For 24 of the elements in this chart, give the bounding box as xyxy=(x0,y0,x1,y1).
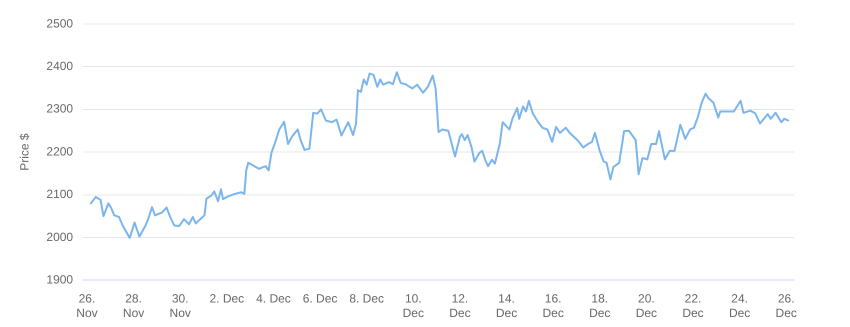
x-tick-label: 18. Dec xyxy=(589,292,610,320)
x-tick-label: 2. Dec xyxy=(209,292,244,306)
x-tick-label: 24. Dec xyxy=(728,292,750,320)
y-tick-label: 2400 xyxy=(46,59,74,74)
x-tick-label: 8. Dec xyxy=(349,292,384,306)
x-tick-label: 16. Dec xyxy=(542,292,564,320)
y-tick-label: 2000 xyxy=(46,230,74,244)
y-tick-label: 2100 xyxy=(46,187,74,202)
x-tick-label: 30. Nov xyxy=(170,292,191,320)
x-tick-label: 4. Dec xyxy=(256,292,291,306)
x-tick-label: 26. Nov xyxy=(76,292,98,320)
x-tick-label: 20. Dec xyxy=(636,292,658,320)
y-tick-label: 2300 xyxy=(46,102,74,116)
x-tick-label: 22. Dec xyxy=(682,292,704,320)
x-tick-label: 12. Dec xyxy=(449,292,471,320)
y-axis-title: Price $ xyxy=(18,133,32,171)
y-tick-label: 1900 xyxy=(46,272,74,287)
x-tick-label: 14. Dec xyxy=(496,292,518,320)
x-tick-label: 6. Dec xyxy=(302,292,338,306)
y-tick-label: 2500 xyxy=(46,16,74,30)
x-tick-label: 10. Dec xyxy=(402,292,424,320)
x-tick-label: 26. Dec xyxy=(776,292,797,320)
x-tick-label: 28. Nov xyxy=(122,292,144,320)
y-tick-label: 2200 xyxy=(46,144,74,158)
